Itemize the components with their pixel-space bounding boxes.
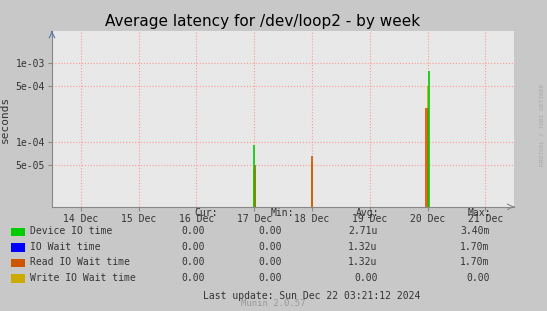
Text: 0.00: 0.00	[258, 226, 282, 236]
Y-axis label: seconds: seconds	[0, 95, 10, 142]
Text: 0.00: 0.00	[182, 257, 205, 267]
Text: 0.00: 0.00	[258, 242, 282, 252]
Text: 0.00: 0.00	[182, 273, 205, 283]
Text: 0.00: 0.00	[466, 273, 490, 283]
Text: 1.70m: 1.70m	[460, 257, 490, 267]
Text: Device IO time: Device IO time	[30, 226, 112, 236]
Text: Read IO Wait time: Read IO Wait time	[30, 257, 130, 267]
Text: 2.71u: 2.71u	[348, 226, 377, 236]
Text: 1.32u: 1.32u	[348, 257, 377, 267]
Text: Max:: Max:	[468, 208, 491, 218]
Text: Last update: Sun Dec 22 03:21:12 2024: Last update: Sun Dec 22 03:21:12 2024	[203, 291, 421, 301]
Text: Min:: Min:	[271, 208, 294, 218]
Text: 1.32u: 1.32u	[348, 242, 377, 252]
Text: IO Wait time: IO Wait time	[30, 242, 101, 252]
Text: Average latency for /dev/loop2 - by week: Average latency for /dev/loop2 - by week	[105, 14, 420, 29]
Text: 0.00: 0.00	[258, 257, 282, 267]
Text: 0.00: 0.00	[182, 242, 205, 252]
Text: Cur:: Cur:	[194, 208, 218, 218]
Text: Munin 2.0.57: Munin 2.0.57	[241, 299, 306, 308]
Text: 3.40m: 3.40m	[460, 226, 490, 236]
Text: 0.00: 0.00	[182, 226, 205, 236]
Text: RRDTOOL / TOBI OETIKER: RRDTOOL / TOBI OETIKER	[539, 83, 544, 166]
Text: 0.00: 0.00	[354, 273, 377, 283]
Text: 1.70m: 1.70m	[460, 242, 490, 252]
Text: Avg:: Avg:	[356, 208, 379, 218]
Text: Write IO Wait time: Write IO Wait time	[30, 273, 136, 283]
Text: 0.00: 0.00	[258, 273, 282, 283]
